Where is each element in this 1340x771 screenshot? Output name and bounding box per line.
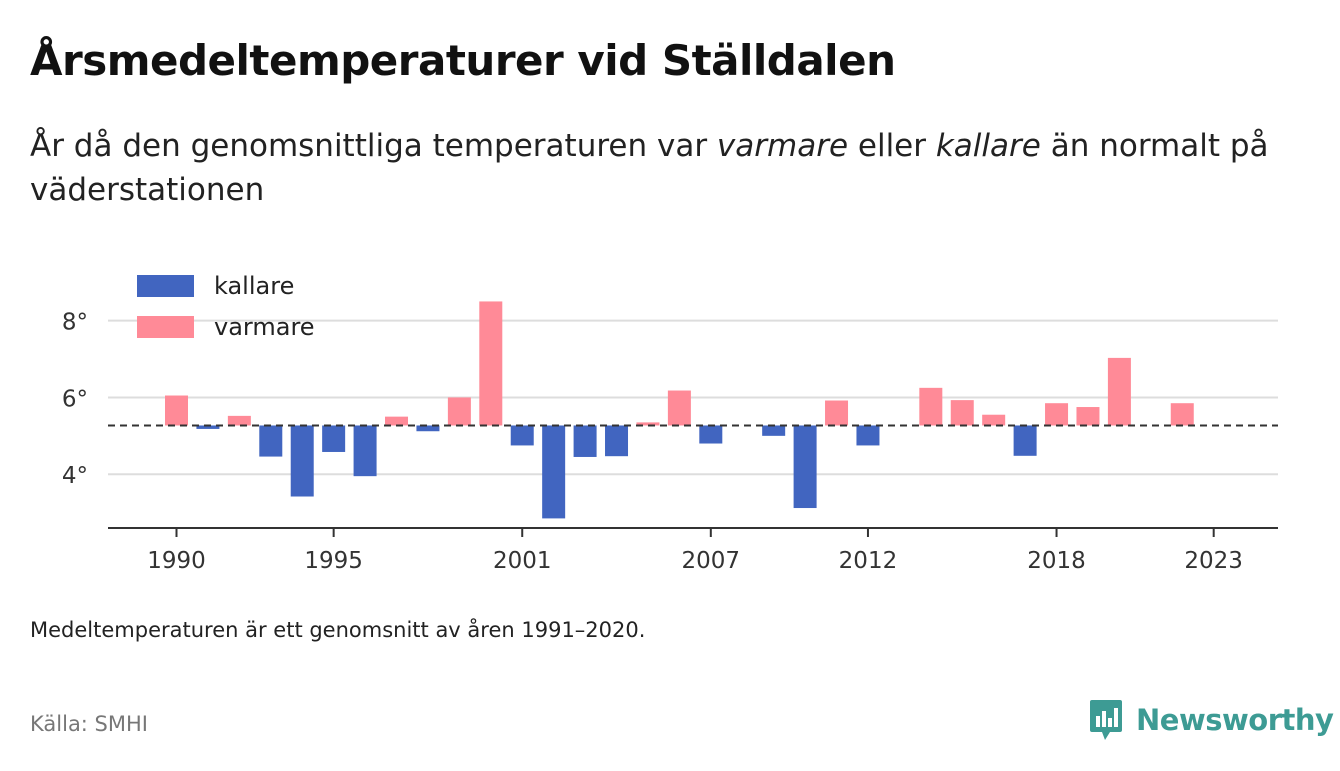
bar-colder-1996 — [353, 425, 377, 477]
subtitle-text-3: än normalt på väderstationen — [30, 128, 1269, 208]
source-credit: Källa: SMHI — [30, 712, 148, 736]
y-tick-label: 4° — [62, 463, 88, 489]
bar-chart: 4° 6° 8° 1990 1995 2001 2007 2012 2018 2023 kallar… — [62, 272, 1278, 574]
x-tick-label: 1990 — [147, 548, 206, 574]
bar-warmer-1992 — [227, 415, 251, 426]
bar-colder-1993 — [259, 425, 283, 457]
bar-colder-2012 — [856, 425, 880, 446]
bar-warmer-2018 — [1045, 403, 1069, 426]
newsworthy-logo-text: Newsworthy — [1136, 703, 1334, 737]
bar-warmer-2006 — [667, 390, 691, 426]
chart-title: Årsmedeltemperaturer vid Ställdalen — [30, 36, 896, 85]
x-tick-label: 2012 — [839, 548, 898, 574]
bar-warmer-2020 — [1107, 357, 1131, 426]
legend-swatch-kallare — [137, 275, 194, 297]
bar-warmer-2014 — [919, 387, 943, 426]
legend-label-kallare: kallare — [214, 272, 294, 300]
subtitle-text-2: eller — [848, 128, 936, 164]
x-tick-label: 2018 — [1027, 548, 1086, 574]
subtitle-emphasis-warmer: varmare — [716, 128, 849, 164]
bar-colder-2003 — [573, 425, 597, 457]
x-tick-label: 2023 — [1184, 548, 1243, 574]
x-tick-label: 2007 — [682, 548, 741, 574]
bar-colder-2007 — [699, 425, 723, 444]
bar-colder-2009 — [762, 425, 786, 436]
bar-colder-2001 — [510, 425, 534, 446]
bar-colder-1994 — [290, 425, 314, 497]
method-note: Medeltemperaturen är ett genomsnitt av å… — [30, 618, 646, 642]
newsworthy-logo[interactable]: Newsworthy — [1088, 698, 1334, 742]
subtitle-emphasis-colder: kallare — [935, 128, 1041, 164]
bar-colder-1991 — [196, 425, 220, 429]
x-tick-label: 2001 — [493, 548, 552, 574]
bar-colder-2004 — [605, 425, 629, 457]
chart-subtitle: År då den genomsnittliga temperaturen va… — [30, 124, 1300, 212]
bar-warmer-2000 — [479, 301, 503, 426]
newsworthy-logo-icon — [1090, 700, 1122, 740]
bar-warmer-2022 — [1170, 403, 1194, 426]
bar-colder-2002 — [542, 425, 566, 519]
bar-warmer-2016 — [982, 414, 1006, 426]
bar-warmer-1997 — [385, 416, 409, 426]
bar-colder-1995 — [322, 425, 346, 452]
legend-label-varmare: varmare — [214, 313, 315, 341]
bar-warmer-2011 — [825, 400, 849, 426]
x-tick-label: 1995 — [304, 548, 363, 574]
subtitle-text-1: År då den genomsnittliga temperaturen va… — [30, 128, 717, 164]
y-tick-label: 6° — [62, 386, 88, 412]
bar-warmer-1999 — [447, 397, 471, 426]
bar-colder-2017 — [1013, 425, 1037, 456]
bar-colder-2010 — [793, 425, 817, 509]
y-tick-label: 8° — [62, 310, 88, 336]
legend-swatch-varmare — [137, 316, 194, 338]
bar-warmer-2019 — [1076, 407, 1100, 426]
bar-warmer-2015 — [950, 400, 974, 426]
bar-warmer-1990 — [165, 395, 188, 426]
bar-colder-1998 — [416, 425, 440, 432]
bar-warmer-2005 — [636, 422, 660, 426]
